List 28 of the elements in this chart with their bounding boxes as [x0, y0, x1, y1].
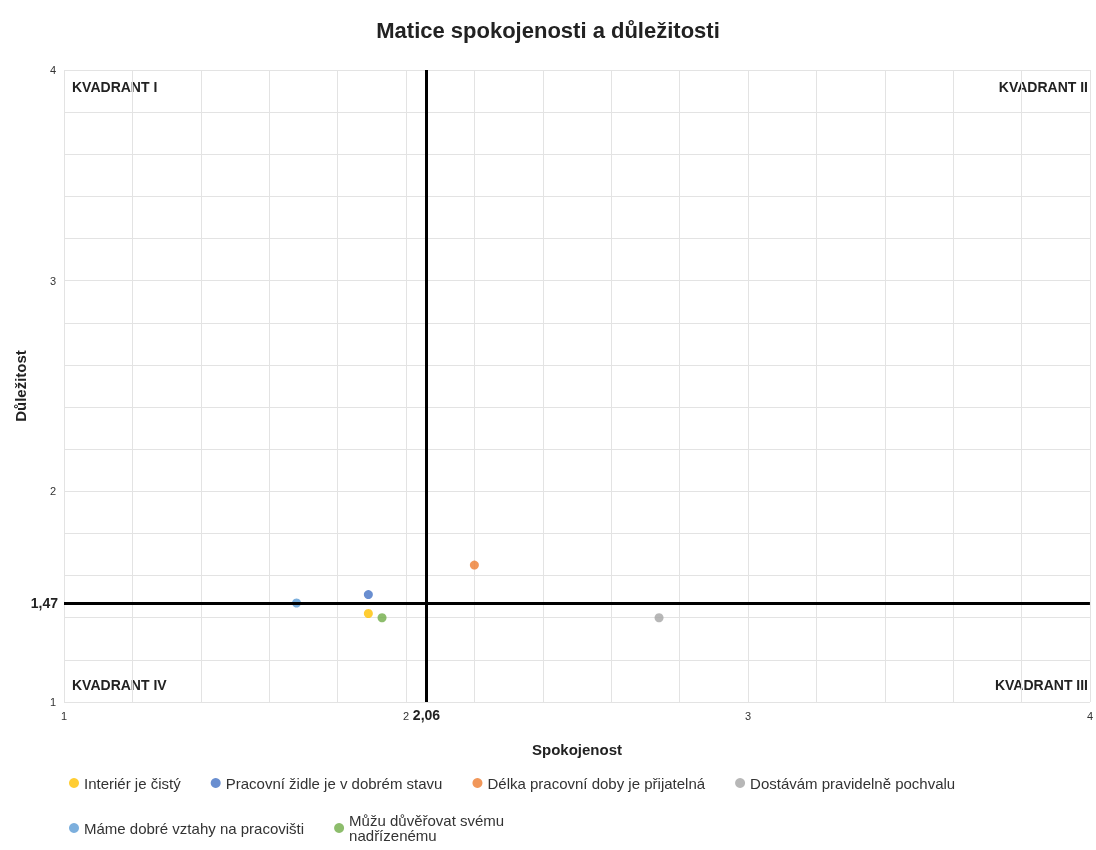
- legend-label: Délka pracovní doby je přijatelná: [487, 774, 706, 792]
- x-tick-label: 1: [60, 709, 68, 722]
- x-tick-label: 3: [744, 709, 752, 722]
- x-axis-title: Spokojenost: [531, 741, 622, 758]
- point: [654, 613, 664, 623]
- chart-title: Matice spokojenosti a důležitosti: [376, 17, 720, 43]
- legend-label: Můžu důvěřovat svému nadřízenému: [349, 812, 509, 844]
- y-tick-label: 2: [49, 485, 56, 498]
- point: [469, 560, 479, 570]
- legend-label: Máme dobré vztahy na pracovišti: [84, 819, 305, 837]
- annotation: KVADRANT IV: [72, 677, 168, 693]
- annotation: KVADRANT I: [72, 79, 158, 95]
- legend-label: Interiér je čistý: [84, 774, 182, 792]
- point: [377, 613, 387, 623]
- ref-line-label: 2,06: [412, 707, 441, 723]
- y-tick-label: 4: [49, 64, 56, 76]
- x-tick-label: 2: [402, 709, 410, 722]
- annotation: KVADRANT III: [994, 677, 1089, 693]
- point: [363, 590, 373, 600]
- x-tick-label: 4: [1086, 709, 1093, 722]
- legend-label: Pracovní židle je v dobrém stavu: [225, 774, 443, 792]
- ref-line-label: 1,47: [30, 594, 59, 611]
- annotation: KVADRANT II: [998, 79, 1089, 95]
- point: [363, 609, 373, 619]
- legend-label: Dostávám pravidelně pochvalu: [750, 774, 956, 792]
- y-tick-label: 3: [49, 274, 56, 287]
- y-tick-label: 1: [49, 696, 56, 708]
- y-axis-title: Důležitost: [12, 350, 29, 422]
